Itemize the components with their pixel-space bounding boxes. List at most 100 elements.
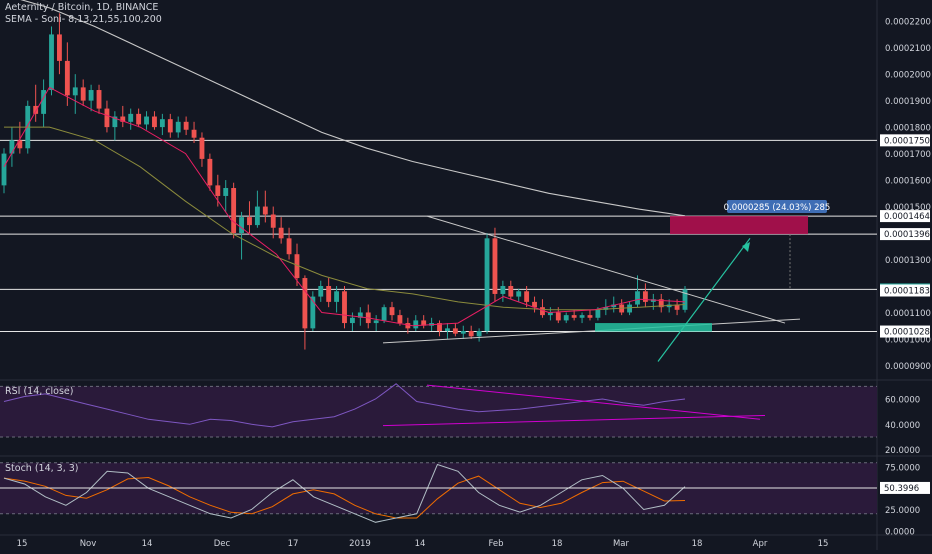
candle-body bbox=[508, 285, 514, 297]
rsi-downtrend-line bbox=[426, 384, 761, 420]
rsi-label: RSI (14, close) bbox=[5, 386, 74, 397]
candle-body bbox=[571, 315, 577, 318]
candle-body bbox=[199, 137, 205, 159]
price-tick-label: 0.0001800 bbox=[885, 124, 931, 134]
price-label-box bbox=[880, 325, 930, 338]
candle-body bbox=[326, 285, 332, 302]
stoch-label: Stoch (14, 3, 3) bbox=[5, 463, 79, 474]
support-zone bbox=[595, 323, 712, 332]
rsi-line bbox=[3, 383, 686, 428]
stoch-level-label-box bbox=[880, 481, 930, 494]
candle-body bbox=[532, 301, 537, 308]
candle-body bbox=[658, 299, 664, 308]
price-label: 0.0001028 bbox=[884, 328, 930, 338]
candle-body bbox=[88, 90, 94, 101]
price-tick-label: 0.0001600 bbox=[885, 177, 931, 187]
target-arrow bbox=[657, 237, 751, 362]
rsi-uptrend-line bbox=[382, 414, 766, 427]
candle-body bbox=[128, 113, 134, 122]
rsi-tick-label: 20.0000 bbox=[885, 446, 920, 456]
price-tick-label: 0.0001300 bbox=[885, 256, 931, 266]
moving-average-line bbox=[20, 0, 686, 217]
candle-body bbox=[587, 315, 593, 318]
candle-body bbox=[183, 121, 189, 130]
target-zone bbox=[670, 216, 808, 235]
candle-body bbox=[278, 227, 284, 239]
candle-body bbox=[484, 238, 490, 332]
rsi-tick-label: 60.0000 bbox=[885, 396, 920, 406]
price-label: 0.0001396 bbox=[884, 230, 930, 240]
stoch-tick-label: 75.0000 bbox=[885, 464, 920, 474]
time-tick-label: Mar bbox=[613, 539, 630, 549]
candle-body bbox=[191, 129, 197, 138]
candle-body bbox=[381, 307, 387, 321]
candle-body bbox=[421, 320, 427, 326]
price-label-box bbox=[880, 210, 930, 223]
candle-body bbox=[555, 312, 561, 321]
candle-body bbox=[80, 87, 86, 101]
candle-body bbox=[286, 238, 292, 255]
candle-body bbox=[460, 331, 466, 334]
candle-body bbox=[152, 116, 157, 128]
candle-body bbox=[349, 317, 355, 324]
candle-body bbox=[41, 90, 47, 114]
moving-average-line bbox=[3, 86, 686, 327]
candle-body bbox=[104, 108, 110, 128]
time-tick-label: Dec bbox=[214, 539, 231, 549]
arrow-head-icon bbox=[742, 242, 750, 252]
candle-body bbox=[492, 238, 498, 294]
time-tick-label: 14 bbox=[142, 539, 153, 549]
candle-body bbox=[405, 323, 411, 329]
stoch-tick-label: 25.0000 bbox=[885, 506, 920, 516]
price-label-box bbox=[880, 134, 930, 147]
candle-body bbox=[270, 214, 276, 228]
time-tick-label: 18 bbox=[692, 539, 703, 549]
rsi-tick-label: 40.0000 bbox=[885, 421, 920, 431]
candle-body bbox=[627, 304, 632, 313]
candle-body bbox=[136, 113, 142, 125]
candle-body bbox=[445, 328, 450, 332]
time-tick-label: 17 bbox=[288, 539, 299, 549]
price-tick-label: 0.0001500 bbox=[885, 203, 931, 213]
indicator-label: SEMA - Soni- 8,13,21,55,100,200 bbox=[5, 14, 162, 25]
candle-body bbox=[642, 291, 648, 302]
candle-body bbox=[579, 315, 585, 318]
candle-body bbox=[262, 206, 268, 215]
candle-body bbox=[302, 278, 308, 329]
price-tick-label: 0.0002000 bbox=[885, 71, 931, 81]
time-tick-label: 15 bbox=[17, 539, 28, 549]
rsi-band bbox=[0, 386, 877, 437]
moving-average-line bbox=[4, 126, 686, 311]
time-tick-label: 18 bbox=[552, 539, 563, 549]
candle-body bbox=[373, 320, 379, 324]
candle-body bbox=[1, 153, 7, 186]
resistance-trendline bbox=[426, 215, 786, 324]
price-label: 0.0001750 bbox=[884, 136, 930, 146]
time-tick-label: 14 bbox=[415, 539, 426, 549]
candle-body bbox=[500, 285, 506, 294]
candle-body bbox=[33, 105, 39, 114]
candle-body bbox=[72, 87, 78, 96]
candle-body bbox=[310, 296, 316, 329]
candle-body bbox=[595, 309, 601, 318]
chart-title: Aeternity / Bitcoin, 1D, BINANCE bbox=[5, 2, 159, 13]
candle-body bbox=[144, 116, 149, 125]
candle-body bbox=[175, 121, 181, 133]
price-tick-label: 0.0001700 bbox=[885, 150, 931, 160]
price-label-box bbox=[880, 228, 930, 241]
time-tick-label: Nov bbox=[80, 539, 97, 549]
candle-body bbox=[468, 331, 474, 337]
candle-body bbox=[437, 323, 442, 332]
candle-body bbox=[223, 188, 229, 196]
candle-body bbox=[112, 116, 118, 128]
time-tick-label: Feb bbox=[488, 539, 503, 549]
candle-body bbox=[318, 285, 324, 297]
candle-body bbox=[294, 254, 300, 279]
candle-body bbox=[9, 140, 15, 154]
candle-body bbox=[247, 217, 252, 226]
candle-body bbox=[159, 119, 165, 128]
candle-body bbox=[334, 291, 340, 302]
candle-body bbox=[215, 185, 221, 196]
